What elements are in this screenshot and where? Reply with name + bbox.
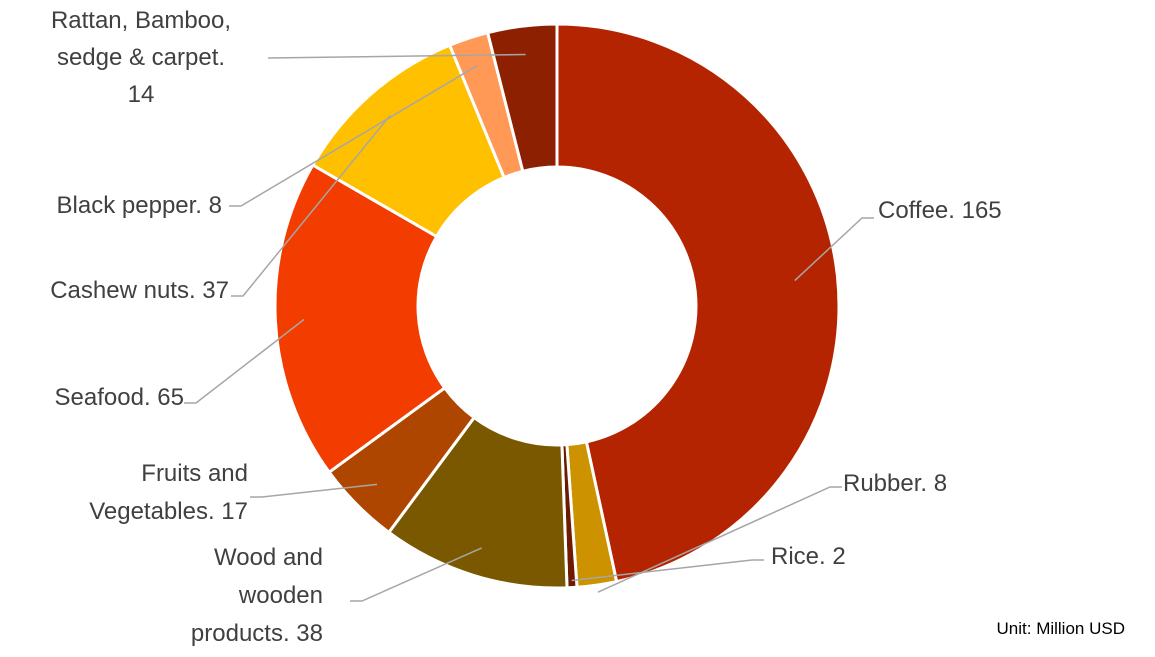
unit-note: Unit: Million USD (996, 619, 1125, 638)
leader-line-rattan-bamboo-sedge-carpet (267, 53, 526, 59)
label-line: Fruits and (141, 460, 248, 487)
leader-line-black-pepper (229, 64, 478, 207)
label-rice: Rice. 2 (771, 543, 846, 570)
label-wood-and-wooden-products: Wood and wooden products. 38 (191, 544, 323, 647)
label-line: Rubber. 8 (843, 470, 947, 497)
label-line: 14 (128, 81, 155, 108)
label-fruits-and-vegetables: Fruits and Vegetables. 17 (89, 460, 248, 525)
slice-labels: Coffee. 165 Rubber. 8 Rice. 2 Wood and woode… (50, 7, 1001, 647)
label-line: Cashew nuts. 37 (50, 277, 229, 304)
slice-rattan-bamboo-sedge-carpet (485, 22, 559, 174)
leader-line-seafood (184, 318, 305, 404)
slice-coffee (555, 22, 841, 584)
label-line: Coffee. 165 (878, 197, 1002, 224)
leader-line-rubber (597, 486, 842, 593)
label-coffee: Coffee. 165 (878, 197, 1002, 224)
leader-line-fruits-and-vegetables (250, 483, 378, 498)
label-line: wooden (238, 582, 323, 609)
label-line: Wood and (214, 544, 323, 571)
label-line: Rattan, Bamboo, (51, 7, 231, 34)
label-seafood: Seafood. 65 (55, 384, 184, 411)
leader-line-wood-and-wooden-products (350, 547, 482, 602)
label-line: products. 38 (191, 620, 323, 647)
slices (273, 22, 841, 590)
leader-line-rice (571, 559, 764, 582)
label-line: Vegetables. 17 (89, 498, 248, 525)
leader-line-coffee (794, 217, 874, 282)
label-line: Black pepper. 8 (57, 192, 222, 219)
label-rattan-bamboo-sedge-carpet: Rattan, Bamboo, sedge & carpet. 14 (51, 7, 231, 108)
label-cashew-nuts: Cashew nuts. 37 (50, 277, 229, 304)
slice-seafood (273, 162, 447, 475)
label-line: sedge & carpet. (57, 44, 225, 71)
label-line: Seafood. 65 (55, 384, 184, 411)
label-line: Rice. 2 (771, 543, 846, 570)
label-black-pepper: Black pepper. 8 (57, 192, 222, 219)
leader-line-cashew-nuts (231, 114, 391, 297)
leader-lines (184, 53, 874, 602)
label-rubber: Rubber. 8 (843, 470, 947, 497)
